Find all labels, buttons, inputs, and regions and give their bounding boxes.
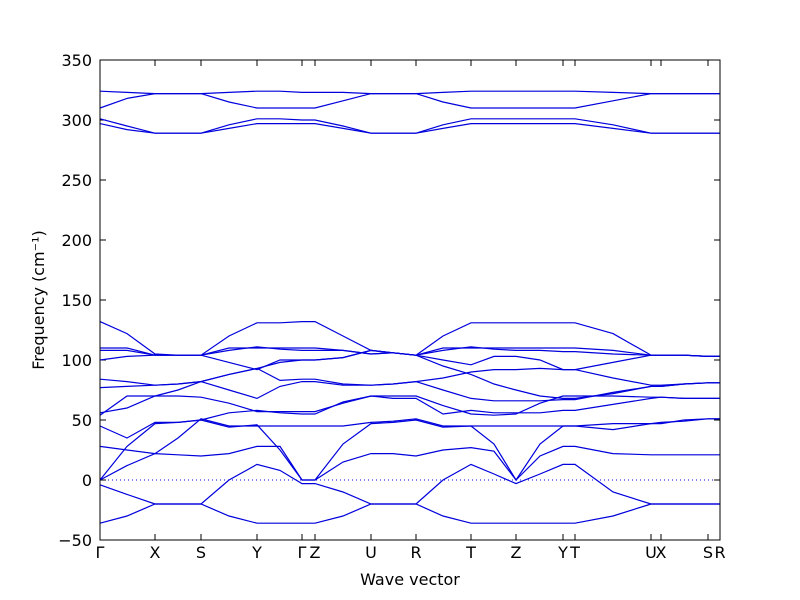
y-axis-label: Frequency (cm⁻¹) — [29, 230, 48, 369]
band-line — [99, 395, 720, 439]
band-line — [99, 321, 720, 357]
band-line — [99, 123, 720, 134]
x-tick-label: U — [645, 543, 657, 562]
x-tick-label: R — [410, 543, 421, 562]
x-tick-label: Γ — [96, 543, 105, 562]
band-line — [99, 418, 720, 482]
y-tick-label: 200 — [61, 231, 92, 250]
y-tick-label: 350 — [61, 51, 92, 70]
band-line — [99, 395, 720, 416]
y-tick-label: −50 — [58, 531, 92, 550]
x-tick-label: Y — [557, 543, 568, 562]
y-tick-label: 0 — [82, 471, 92, 490]
x-tick-label: Z — [310, 543, 321, 562]
x-tick-label: T — [465, 543, 476, 562]
x-axis-label: Wave vector — [360, 570, 460, 589]
band-line — [99, 463, 720, 505]
x-tick-label: Y — [251, 543, 262, 562]
x-tick-label: R — [714, 543, 725, 562]
x-tick-label: X — [150, 543, 161, 562]
y-tick-label: 300 — [61, 111, 92, 130]
band-line — [99, 445, 720, 481]
y-tick-label: 100 — [61, 351, 92, 370]
y-tick-label: 250 — [61, 171, 92, 190]
x-tick-label: U — [365, 543, 377, 562]
band-line — [99, 93, 720, 109]
x-tick-label: T — [569, 543, 580, 562]
x-tick-label: Γ — [298, 543, 307, 562]
x-tick-label: S — [703, 543, 713, 562]
plot-frame — [99, 59, 721, 541]
x-tick-label: S — [196, 543, 206, 562]
x-tick-label: Z — [511, 543, 522, 562]
x-tick-label: X — [656, 543, 667, 562]
band-line — [99, 418, 720, 455]
y-tick-label: 50 — [72, 411, 92, 430]
y-tick-label: 150 — [61, 291, 92, 310]
